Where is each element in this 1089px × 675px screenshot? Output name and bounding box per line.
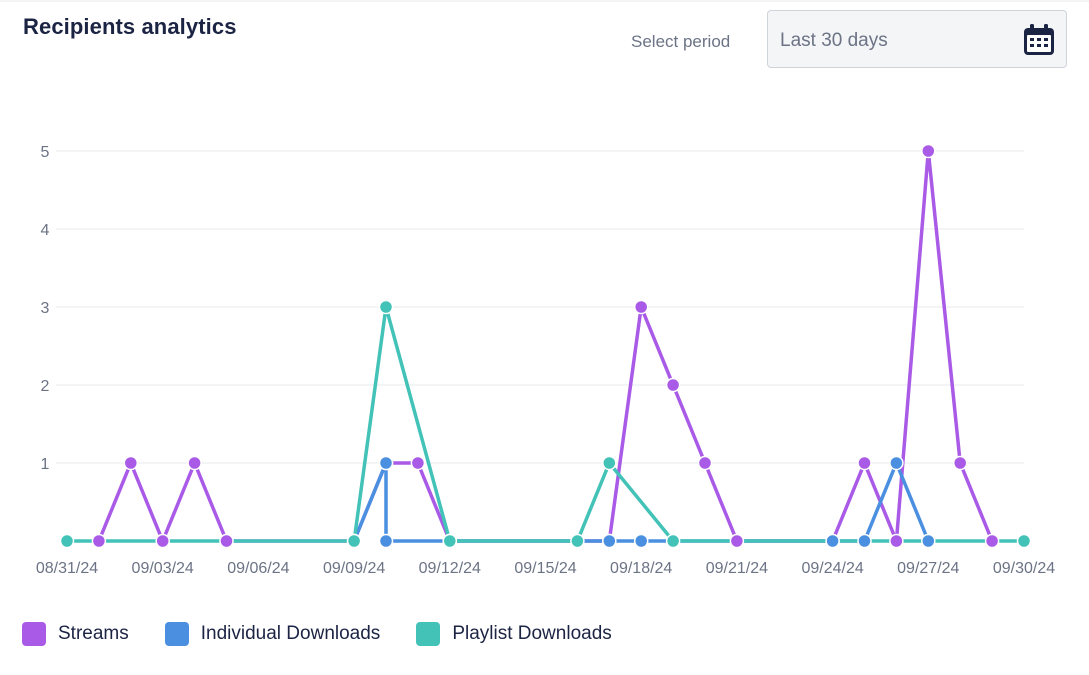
point-streams-12 [697, 455, 713, 471]
top-divider [0, 0, 1089, 2]
legend-label-individual-downloads: Individual Downloads [200, 623, 381, 644]
y-tick-label-5: 5 [41, 144, 50, 161]
point-streams-2 [155, 533, 170, 549]
point-streams-18 [952, 455, 968, 471]
x-tick-label-09-18-24: 09/18/24 [610, 560, 672, 577]
x-tick-label-09-09-24: 09/09/24 [323, 560, 385, 577]
point-streams-11 [665, 377, 681, 393]
point-individual-downloads-8 [889, 455, 904, 471]
streams-swatch [22, 622, 46, 646]
point-playlist-downloads-1 [346, 533, 362, 549]
point-streams-19 [984, 533, 1000, 549]
point-playlist-downloads-0 [59, 533, 75, 549]
point-playlist-downloads-7 [1016, 533, 1032, 549]
legend-label-playlist-downloads: Playlist Downloads [452, 623, 612, 644]
period-label: Select period [631, 32, 731, 51]
x-tick-label-09-21-24: 09/21/24 [706, 560, 768, 577]
legend-item-individual-downloads[interactable]: Individual Downloads [164, 622, 381, 646]
chart-legend: Streams Individual Downloads Playlist Do… [22, 622, 648, 646]
point-individual-downloads-2 [378, 533, 394, 549]
point-streams-0 [91, 533, 107, 549]
legend-label-streams: Streams [58, 623, 129, 644]
y-tick-label-4: 4 [41, 222, 50, 239]
individual-downloads-swatch [164, 622, 189, 646]
legend-item-streams[interactable]: Streams [22, 622, 129, 646]
x-tick-label-09-27-24: 09/27/24 [897, 560, 959, 577]
point-individual-downloads-6 [825, 533, 840, 549]
point-individual-downloads-7 [857, 533, 872, 549]
point-streams-13 [729, 533, 745, 549]
period-value: Last 30 days [780, 30, 888, 51]
period-select[interactable]: Last 30 days [767, 10, 1067, 68]
point-individual-downloads-9 [921, 533, 936, 549]
point-playlist-downloads-2 [378, 299, 394, 315]
x-tick-label-09-03-24: 09/03/24 [132, 560, 194, 577]
point-streams-17 [921, 143, 936, 159]
point-playlist-downloads-3 [442, 533, 458, 549]
point-playlist-downloads-5 [602, 455, 617, 471]
x-tick-label-09-24-24: 09/24/24 [801, 560, 863, 577]
y-tick-label-2: 2 [41, 378, 50, 395]
y-tick-label-3: 3 [41, 300, 50, 317]
point-streams-7 [410, 455, 426, 471]
point-streams-10 [633, 299, 649, 315]
x-tick-label-09-15-24: 09/15/24 [514, 560, 576, 577]
point-streams-15 [857, 455, 872, 471]
point-streams-16 [889, 533, 904, 549]
playlist-downloads-swatch [416, 622, 441, 646]
analytics-line-chart: 1 2 3 4 5 08/31/24 09/03/24 09/06/24 09/09/24 09/… [36, 143, 1055, 577]
series-line-playlist-downloads [65, 305, 1026, 543]
point-streams-3 [187, 455, 202, 471]
point-individual-downloads-1 [378, 455, 394, 471]
page-title: Recipients analytics [23, 14, 237, 39]
calendar-icon[interactable] [1022, 23, 1056, 57]
point-playlist-downloads-4 [570, 533, 585, 549]
x-tick-label-08-31-24: 08/31/24 [36, 560, 98, 577]
y-tick-label-1: 1 [41, 456, 50, 473]
point-streams-4 [219, 533, 234, 549]
series-line-streams [97, 149, 994, 543]
point-individual-downloads-4 [602, 533, 617, 549]
point-individual-downloads-5 [633, 533, 649, 549]
x-tick-label-09-06-24: 09/06/24 [227, 560, 289, 577]
series-line-individual-downloads [352, 461, 931, 543]
x-tick-label-09-12-24: 09/12/24 [419, 560, 481, 577]
point-streams-1 [123, 455, 139, 471]
x-tick-label-09-30-24: 09/30/24 [993, 560, 1055, 577]
legend-item-playlist-downloads[interactable]: Playlist Downloads [416, 622, 612, 646]
point-playlist-downloads-6 [665, 533, 681, 549]
